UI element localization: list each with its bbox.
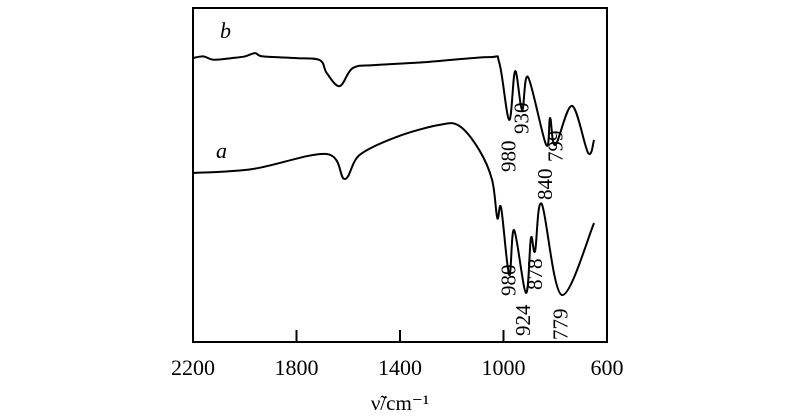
x-axis-label: ν̃/cm⁻¹ xyxy=(371,391,429,415)
peak-label: 980 xyxy=(497,141,521,173)
peak-label: 799 xyxy=(544,131,568,163)
series-a-line xyxy=(192,122,595,296)
peak-label: 980 xyxy=(497,265,521,297)
peak-label: 924 xyxy=(511,304,535,336)
peak-label: 840 xyxy=(533,169,557,201)
peak-label: 878 xyxy=(523,259,547,291)
peak-label: 930 xyxy=(510,103,534,135)
series-b-label: b xyxy=(220,18,231,43)
peak-label: 779 xyxy=(549,309,573,341)
x-tick-label: 1400 xyxy=(378,355,422,380)
x-tick-label: 1000 xyxy=(482,355,526,380)
x-tick-label: 2200 xyxy=(171,355,215,380)
series-a-label: a xyxy=(216,138,227,163)
x-tick-label: 1800 xyxy=(275,355,319,380)
series-b-line xyxy=(192,52,596,156)
x-tick-label: 600 xyxy=(591,355,624,380)
